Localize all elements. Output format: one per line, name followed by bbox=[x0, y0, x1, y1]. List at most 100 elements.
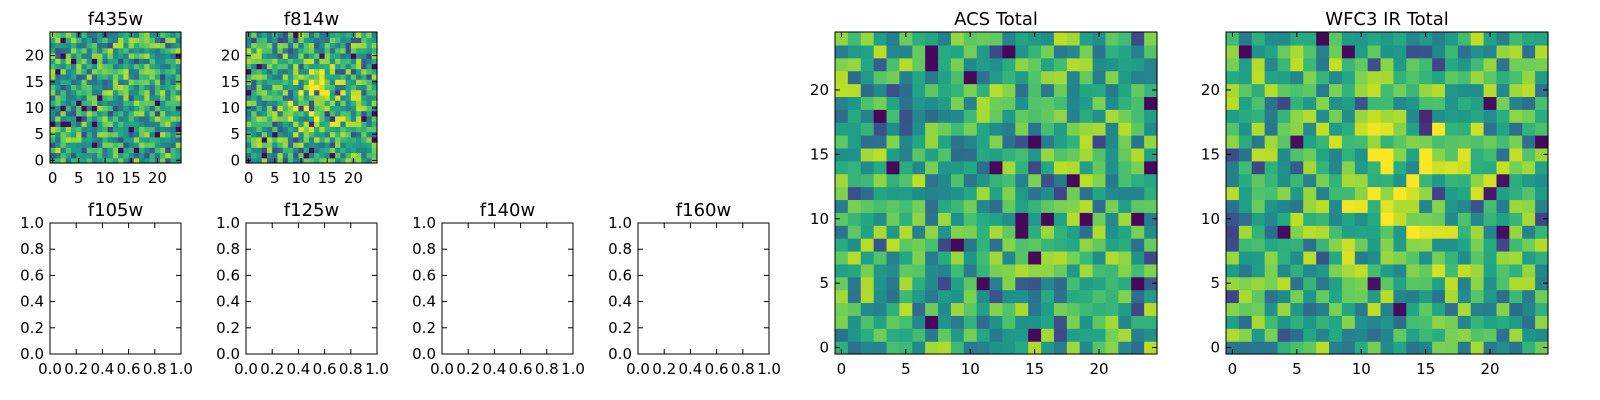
heatmap-cell bbox=[366, 136, 373, 143]
heatmap-cell bbox=[256, 73, 263, 80]
heatmap-cell bbox=[251, 94, 258, 101]
heatmap-cell bbox=[1118, 122, 1132, 136]
heatmap-cell bbox=[1251, 289, 1266, 304]
heatmap-cell bbox=[860, 44, 875, 59]
heatmap-cell bbox=[55, 58, 62, 65]
heatmap-cell bbox=[149, 42, 156, 49]
heatmap-cell bbox=[1341, 289, 1356, 304]
heatmap-cell bbox=[298, 47, 305, 54]
heatmap-cell bbox=[1015, 250, 1029, 265]
heatmap-cell bbox=[340, 79, 347, 85]
heatmap-cell bbox=[1053, 212, 1068, 226]
heatmap-cell bbox=[298, 136, 305, 143]
heatmap-cell bbox=[1470, 302, 1485, 316]
heatmap-cell bbox=[899, 147, 913, 162]
heatmap-cell bbox=[60, 79, 67, 85]
heatmap-cell bbox=[976, 328, 991, 342]
heatmap-cell bbox=[1393, 135, 1407, 149]
heatmap-cell bbox=[1354, 341, 1369, 355]
heatmap-cell bbox=[925, 212, 939, 226]
heatmap-cell bbox=[86, 131, 93, 138]
heatmap-cell bbox=[1041, 263, 1055, 278]
heatmap-cell bbox=[1264, 250, 1279, 265]
heatmap-cell bbox=[345, 47, 352, 54]
heatmap-cell bbox=[308, 94, 315, 101]
heatmap-cell bbox=[144, 136, 151, 143]
heatmap-cell bbox=[1341, 199, 1356, 213]
heatmap-cell bbox=[1028, 32, 1042, 46]
heatmap-cell bbox=[60, 147, 67, 154]
heatmap-cell bbox=[1483, 341, 1498, 355]
heatmap-cell bbox=[1535, 225, 1549, 239]
heatmap-cell bbox=[1432, 83, 1446, 97]
heatmap-cell bbox=[266, 37, 273, 44]
y-tick-label: 0.4 bbox=[216, 293, 240, 311]
heatmap-cell bbox=[1238, 147, 1253, 162]
heatmap-cell bbox=[272, 63, 279, 70]
heatmap-cell bbox=[329, 131, 336, 138]
heatmap-cell bbox=[925, 135, 939, 149]
heatmap-cell bbox=[170, 47, 177, 54]
heatmap-cell bbox=[989, 173, 1004, 188]
heatmap-cell bbox=[1509, 57, 1523, 72]
heatmap-cell bbox=[170, 147, 177, 154]
heatmap-cell bbox=[356, 89, 362, 96]
heatmap-cell bbox=[81, 63, 88, 70]
heatmap-cell bbox=[1053, 341, 1068, 355]
heatmap-cell bbox=[1444, 160, 1459, 175]
heatmap-cell bbox=[1277, 186, 1291, 201]
heatmap-cell bbox=[1457, 238, 1472, 252]
x-tick-label: 0.0 bbox=[430, 360, 454, 378]
heatmap-cell bbox=[91, 52, 98, 59]
heatmap-cell bbox=[149, 32, 156, 38]
heatmap-cell bbox=[356, 32, 362, 38]
heatmap-cell bbox=[1092, 70, 1107, 85]
heatmap-cell bbox=[1496, 225, 1510, 239]
x-tick-label: 0.2 bbox=[260, 360, 284, 378]
heatmap-cell bbox=[371, 68, 378, 75]
heatmap-cell bbox=[1277, 57, 1291, 72]
heatmap-cell bbox=[160, 142, 166, 148]
heatmap-cell bbox=[912, 186, 926, 201]
heatmap-cell bbox=[976, 70, 991, 85]
heatmap-cell bbox=[345, 100, 352, 106]
heatmap-cell bbox=[282, 110, 289, 117]
panel-6: 0.0 0.2 0.4 0.6 0.8 1.00.00.20.40.60.81.0f140… bbox=[412, 200, 585, 378]
heatmap-cell bbox=[899, 212, 913, 226]
heatmap-cell bbox=[251, 42, 258, 49]
heatmap-cell bbox=[107, 89, 114, 96]
heatmap-cell bbox=[340, 37, 347, 44]
heatmap-cell bbox=[165, 136, 172, 143]
heatmap-cell bbox=[1041, 289, 1055, 304]
heatmap-cell bbox=[319, 73, 326, 80]
heatmap-cell bbox=[335, 32, 341, 38]
heatmap-cell bbox=[272, 89, 279, 96]
heatmap-cell bbox=[329, 52, 336, 59]
heatmap-cell bbox=[287, 52, 294, 59]
heatmap-cell bbox=[361, 131, 368, 138]
heatmap-cell bbox=[1105, 238, 1119, 252]
heatmap-cell bbox=[1470, 122, 1485, 136]
heatmap-cell bbox=[1144, 315, 1158, 329]
x-tick-label: 0.4 bbox=[286, 360, 310, 378]
heatmap-cell bbox=[1002, 302, 1016, 316]
heatmap-cell bbox=[1483, 302, 1498, 316]
heatmap-cell bbox=[1264, 83, 1279, 97]
heatmap-cell bbox=[1457, 263, 1472, 278]
heatmap-cell bbox=[950, 160, 965, 175]
heatmap-cell bbox=[293, 63, 299, 70]
heatmap-cell bbox=[1251, 70, 1266, 85]
heatmap-cell bbox=[277, 32, 284, 38]
heatmap-cell bbox=[123, 131, 130, 138]
heatmap-cell bbox=[1496, 122, 1510, 136]
heatmap-cell bbox=[1419, 96, 1433, 110]
heatmap-cell bbox=[1354, 302, 1369, 316]
heatmap-cell bbox=[1470, 341, 1485, 355]
heatmap-cell bbox=[246, 47, 252, 54]
heatmap-cell bbox=[329, 136, 336, 143]
heatmap-cell bbox=[361, 84, 368, 91]
heatmap-cell bbox=[128, 110, 135, 117]
heatmap-cell bbox=[1105, 250, 1119, 265]
heatmap-cell bbox=[118, 68, 124, 75]
heatmap-cell bbox=[860, 122, 875, 136]
